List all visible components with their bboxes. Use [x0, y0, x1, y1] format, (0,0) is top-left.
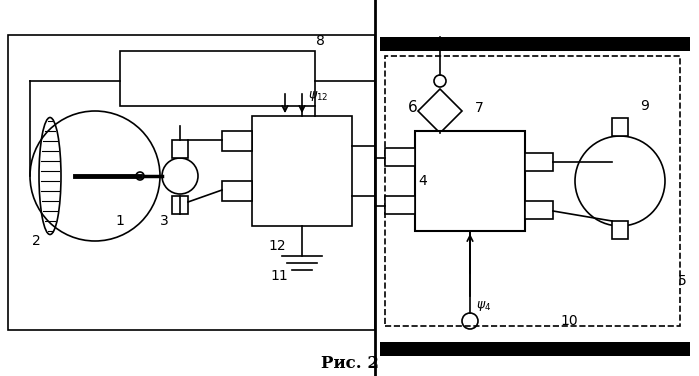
- Text: Рис. 2: Рис. 2: [321, 355, 379, 373]
- Text: $\psi_{12}$: $\psi_{12}$: [308, 89, 329, 103]
- Bar: [8, 35, 375, 330]
- Bar: [612, 221, 628, 239]
- Text: 9: 9: [640, 99, 649, 113]
- Bar: [385, 148, 415, 166]
- Bar: [385, 56, 680, 326]
- Text: 4: 4: [418, 174, 427, 188]
- Bar: [385, 196, 415, 214]
- Text: 7: 7: [475, 101, 484, 115]
- Text: 1: 1: [115, 214, 124, 228]
- Bar: [525, 201, 553, 219]
- Text: 3: 3: [160, 214, 168, 228]
- Bar: [222, 181, 252, 201]
- Bar: [612, 118, 628, 136]
- Bar: [172, 140, 188, 158]
- Text: 10: 10: [560, 314, 577, 328]
- Bar: [380, 342, 690, 356]
- Bar: [415, 131, 525, 231]
- Text: 12: 12: [268, 239, 286, 253]
- Text: $\psi_4$: $\psi_4$: [476, 299, 491, 313]
- Bar: [222, 131, 252, 151]
- Bar: [525, 153, 553, 171]
- Text: 5: 5: [678, 274, 686, 288]
- Text: 8: 8: [316, 34, 325, 48]
- Text: 6: 6: [408, 100, 418, 115]
- Bar: [172, 196, 188, 214]
- Text: 11: 11: [270, 269, 288, 283]
- Bar: [252, 116, 352, 226]
- Bar: [380, 37, 690, 51]
- Bar: [120, 51, 315, 106]
- Text: 2: 2: [32, 234, 41, 248]
